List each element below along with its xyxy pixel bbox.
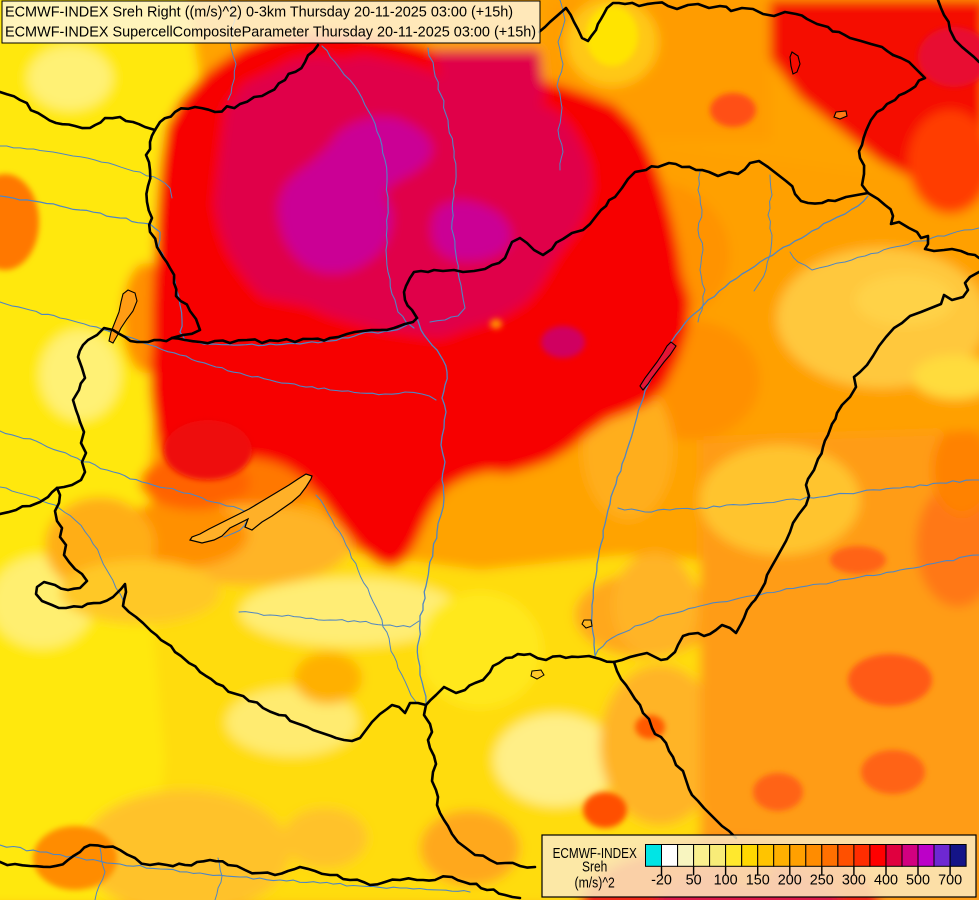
svg-text:500: 500 [906,873,930,889]
svg-text:Sreh: Sreh [582,860,607,876]
svg-text:700: 700 [938,873,962,889]
svg-text:200: 200 [778,873,802,889]
svg-text:-20: -20 [651,873,672,889]
svg-text:150: 150 [746,873,770,889]
svg-text:100: 100 [714,873,738,889]
svg-text:ECMWF-INDEX SupercellComposite: ECMWF-INDEX SupercellCompositeParameter … [5,25,536,41]
svg-text:(m/s)^2: (m/s)^2 [575,875,615,891]
svg-text:ECMWF-INDEX: ECMWF-INDEX [553,846,638,862]
svg-text:250: 250 [810,873,834,889]
svg-text:400: 400 [874,873,898,889]
svg-text:50: 50 [686,873,702,889]
svg-text:ECMWF-INDEX Sreh Right ((m/s)^: ECMWF-INDEX Sreh Right ((m/s)^2) 0-3km T… [5,5,513,21]
svg-text:300: 300 [842,873,866,889]
